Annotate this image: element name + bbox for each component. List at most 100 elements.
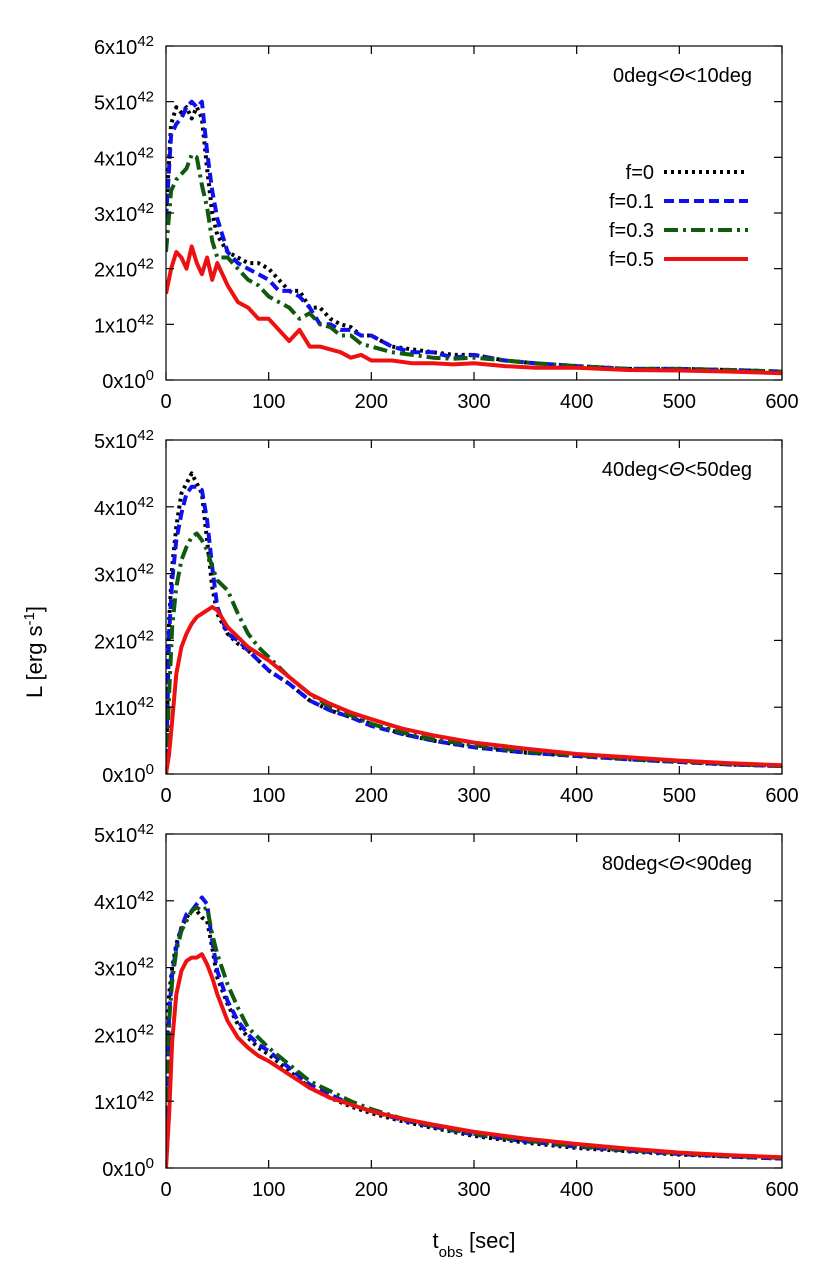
series-line-f-0-3	[166, 152, 782, 374]
x-tick-label: 200	[355, 1179, 388, 1201]
series-line-f-0-5	[166, 952, 782, 1168]
y-tick-exponent: 42	[137, 33, 154, 50]
series-line-f-0-3	[166, 905, 782, 1160]
y-tick-label: 0x100	[102, 761, 154, 788]
y-tick-exponent: 42	[137, 200, 154, 217]
y-tick-exponent: 42	[137, 1021, 154, 1038]
x-tick-label: 400	[560, 1179, 593, 1201]
y-tick-label: 3x1042	[94, 954, 154, 981]
panel-title: 0deg<Θ<10deg	[613, 65, 752, 87]
x-tick-label: 600	[765, 391, 798, 413]
x-tick-label: 100	[252, 391, 285, 413]
legend-label: f=0.3	[609, 220, 654, 242]
panel-title-theta: Θ	[669, 459, 685, 481]
y-tick-exponent: 42	[137, 255, 154, 272]
panel-title: 80deg<Θ<90deg	[602, 853, 752, 875]
y-tick-label: 5x1042	[94, 88, 154, 115]
x-axis-label-main: t	[433, 1228, 439, 1253]
x-axis-label: tobs [sec]	[433, 1228, 516, 1261]
y-tick-label: 2x1042	[94, 1021, 154, 1048]
y-tick-mantissa: 1x10	[94, 315, 137, 337]
panel-title-upper: <90deg	[685, 853, 752, 875]
y-tick-label: 5x1042	[94, 427, 154, 454]
x-tick-label: 300	[457, 785, 490, 807]
y-tick-exponent: 42	[137, 1088, 154, 1105]
y-tick-exponent: 42	[137, 627, 154, 644]
y-tick-label: 5x1042	[94, 821, 154, 848]
x-tick-label: 600	[765, 1179, 798, 1201]
y-tick-exponent: 42	[137, 311, 154, 328]
plot-frame	[165, 833, 783, 1169]
panel-title-lower: 40deg<	[602, 459, 669, 481]
y-tick-exponent: 42	[137, 560, 154, 577]
y-tick-label: 1x1042	[94, 694, 154, 721]
series-line-f-0-1	[166, 99, 782, 374]
legend-label: f=0.1	[609, 191, 654, 213]
y-tick-exponent: 42	[137, 954, 154, 971]
y-tick-mantissa: 5x10	[94, 431, 137, 453]
y-tick-mantissa: 2x10	[94, 631, 137, 653]
y-tick-label: 1x1042	[94, 311, 154, 338]
x-axis-label-rest: [sec]	[463, 1228, 516, 1253]
y-tick-label: 6x1042	[94, 33, 154, 60]
panel-title-upper: <50deg	[685, 459, 752, 481]
y-tick-mantissa: 4x10	[94, 892, 137, 914]
legend-label: f=0	[626, 162, 654, 184]
panel-title-lower: 0deg<	[613, 65, 669, 87]
plot-frame	[165, 439, 783, 775]
y-tick-mantissa: 0x10	[102, 765, 145, 787]
y-tick-label: 0x100	[102, 367, 154, 394]
y-tick-label: 3x1042	[94, 200, 154, 227]
series-line-f-0-5	[166, 244, 782, 376]
y-axis-label: L [erg s-1]	[21, 606, 48, 698]
y-tick-label: 4x1042	[94, 887, 154, 914]
series-line-f-0-5	[166, 605, 782, 774]
y-tick-label: 3x1042	[94, 560, 154, 587]
panel-2: 0 100 200 300 400 500 6000x1001x10422x10423x10…	[94, 427, 799, 808]
x-tick-label: 300	[457, 391, 490, 413]
y-tick-mantissa: 5x10	[94, 825, 137, 847]
y-tick-mantissa: 1x10	[94, 1092, 137, 1114]
x-tick-label: 500	[663, 391, 696, 413]
panel-title-theta: Θ	[669, 853, 685, 875]
panel-3: 0 100 200 300 400 500 6000x1001x10422x10423x10…	[94, 821, 799, 1202]
series-line-f-0	[166, 471, 782, 774]
y-tick-mantissa: 3x10	[94, 565, 137, 587]
y-tick-mantissa: 3x10	[94, 204, 137, 226]
y-tick-exponent: 42	[137, 144, 154, 161]
y-tick-exponent: 42	[137, 694, 154, 711]
panel-title: 40deg<Θ<50deg	[602, 459, 752, 481]
y-tick-exponent: 42	[137, 427, 154, 444]
series-group	[166, 471, 782, 774]
y-tick-mantissa: 6x10	[94, 37, 137, 59]
x-tick-label: 200	[355, 785, 388, 807]
y-tick-label: 4x1042	[94, 493, 154, 520]
y-tick-mantissa: 2x10	[94, 260, 137, 282]
panels-group: 0 100 200 300 400 500 6000x1001x10422x10423x10…	[94, 33, 799, 1202]
x-tick-label: 200	[355, 391, 388, 413]
series-line-f-0	[166, 105, 782, 374]
x-tick-label: 400	[560, 391, 593, 413]
y-tick-exponent: 0	[146, 1155, 154, 1172]
series-line-f-0	[166, 908, 782, 1161]
y-tick-exponent: 42	[137, 88, 154, 105]
y-tick-exponent: 0	[146, 367, 154, 384]
y-axis-label-superscript: -1	[21, 612, 38, 625]
x-tick-label: 400	[560, 785, 593, 807]
x-tick-label: 0	[160, 785, 171, 807]
y-tick-label: 1x1042	[94, 1088, 154, 1115]
panel-title-theta: Θ	[669, 65, 685, 87]
y-tick-label: 0x100	[102, 1155, 154, 1182]
y-tick-mantissa: 1x10	[94, 698, 137, 720]
x-tick-label: 500	[663, 1179, 696, 1201]
legend-label: f=0.5	[609, 249, 654, 271]
y-tick-exponent: 42	[137, 821, 154, 838]
panel-1: 0 100 200 300 400 500 6000x1001x10422x10423x10…	[94, 33, 799, 414]
y-axis-label-close: ]	[22, 606, 47, 612]
series-line-f-0-1	[166, 484, 782, 774]
y-tick-mantissa: 0x10	[102, 371, 145, 393]
y-tick-exponent: 0	[146, 761, 154, 778]
panel-title-upper: <10deg	[685, 65, 752, 87]
legend: f=0 f=0.1 f=0.3 f=0.5	[609, 162, 748, 271]
